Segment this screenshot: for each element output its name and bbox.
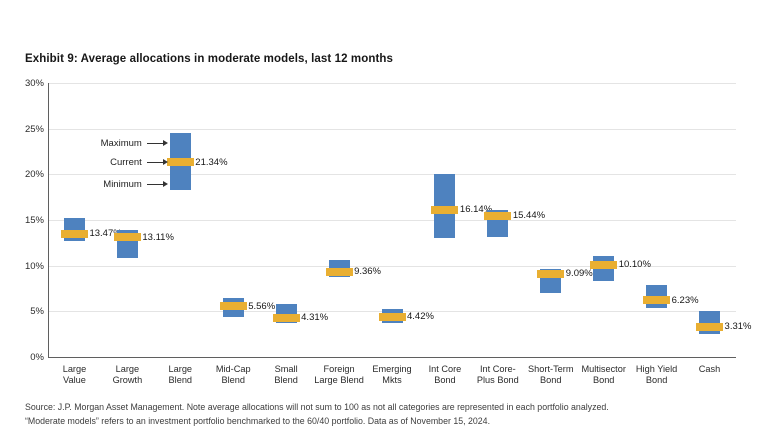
value-label: 6.23%	[671, 294, 699, 306]
chart-footnotes: Source: J.P. Morgan Asset Management. No…	[25, 400, 755, 428]
x-axis-line	[48, 357, 736, 358]
x-category-label: High Yield Bond	[635, 364, 678, 385]
gridline-10	[48, 265, 736, 267]
x-category-label: Multisector Bond	[581, 364, 626, 385]
value-label: 16.14%	[459, 204, 493, 216]
value-label: 10.10%	[618, 259, 651, 271]
x-category-label: Small Blend	[274, 364, 298, 385]
y-axis-line	[48, 83, 49, 357]
y-tick-label: 5%	[30, 306, 44, 318]
value-label: 3.31%	[724, 321, 752, 333]
x-category-label: Large Growth	[112, 364, 143, 385]
gridline-15	[48, 220, 736, 221]
x-category-label: Int Core- Plus Bond	[476, 364, 519, 385]
current-marker	[537, 269, 565, 278]
value-label: 13.11%	[142, 231, 174, 243]
y-tick-label: 15%	[24, 215, 44, 226]
plot-area: 13.47% 13.11% 21.34% 5.56% 4.31% 9.36% 4.42% 16…	[48, 83, 751, 358]
source-note: Source: J.P. Morgan Asset Management. No…	[25, 402, 609, 412]
legend-annotation-current: Current	[41, 156, 168, 168]
annotation-label: Current	[110, 156, 142, 168]
x-category-label: Large Value	[62, 364, 87, 385]
gridline-30	[48, 83, 736, 84]
current-marker	[166, 158, 194, 167]
current-marker	[219, 302, 247, 311]
x-category-label: Large Blend	[168, 364, 193, 385]
right-arrow-icon	[146, 158, 168, 165]
x-category-label: Cash	[698, 364, 721, 374]
value-label: 9.36%	[354, 266, 381, 277]
current-marker	[696, 322, 724, 331]
legend-annotation-minimum: Minimum	[41, 178, 168, 190]
x-category-label: Int Core Bond	[428, 364, 462, 385]
x-category-label: Short-Term Bond	[528, 364, 574, 385]
x-category-label: Mid-Cap Blend	[215, 364, 251, 385]
gridline-20	[48, 174, 736, 176]
current-marker	[60, 229, 88, 238]
y-tick-label: 25%	[24, 123, 44, 135]
current-marker	[325, 267, 353, 276]
value-label: 9.09%	[565, 268, 593, 280]
x-category-label: Emerging Mkts	[372, 364, 412, 385]
current-marker	[378, 312, 406, 321]
moderate-models-note: “Moderate models” refers to an investmen…	[25, 416, 491, 426]
right-arrow-icon	[146, 139, 168, 146]
value-label: 13.47%	[89, 228, 122, 240]
value-label: 21.34%	[195, 156, 228, 168]
legend-annotation-maximum: Maximum	[41, 137, 168, 149]
gridline-25	[48, 128, 736, 130]
y-tick-label: 0%	[30, 352, 44, 363]
current-marker	[590, 260, 618, 269]
value-label: 5.56%	[248, 300, 276, 312]
value-label: 4.31%	[301, 312, 329, 324]
annotation-label: Maximum	[100, 137, 142, 149]
value-label: 15.44%	[512, 210, 546, 222]
right-arrow-icon	[146, 180, 168, 187]
chart-title: Exhibit 9: Average allocations in modera…	[25, 53, 393, 65]
current-marker	[484, 211, 512, 220]
annotation-label: Minimum	[103, 178, 142, 190]
current-marker	[431, 205, 459, 214]
current-marker	[113, 233, 141, 242]
x-category-label: Foreign Large Blend	[314, 364, 364, 385]
y-tick-label: 10%	[24, 260, 44, 272]
value-label: 4.42%	[407, 311, 434, 323]
y-tick-label: 20%	[24, 169, 44, 181]
current-marker	[272, 313, 300, 322]
y-tick-label: 30%	[24, 78, 44, 89]
current-marker	[643, 296, 671, 305]
